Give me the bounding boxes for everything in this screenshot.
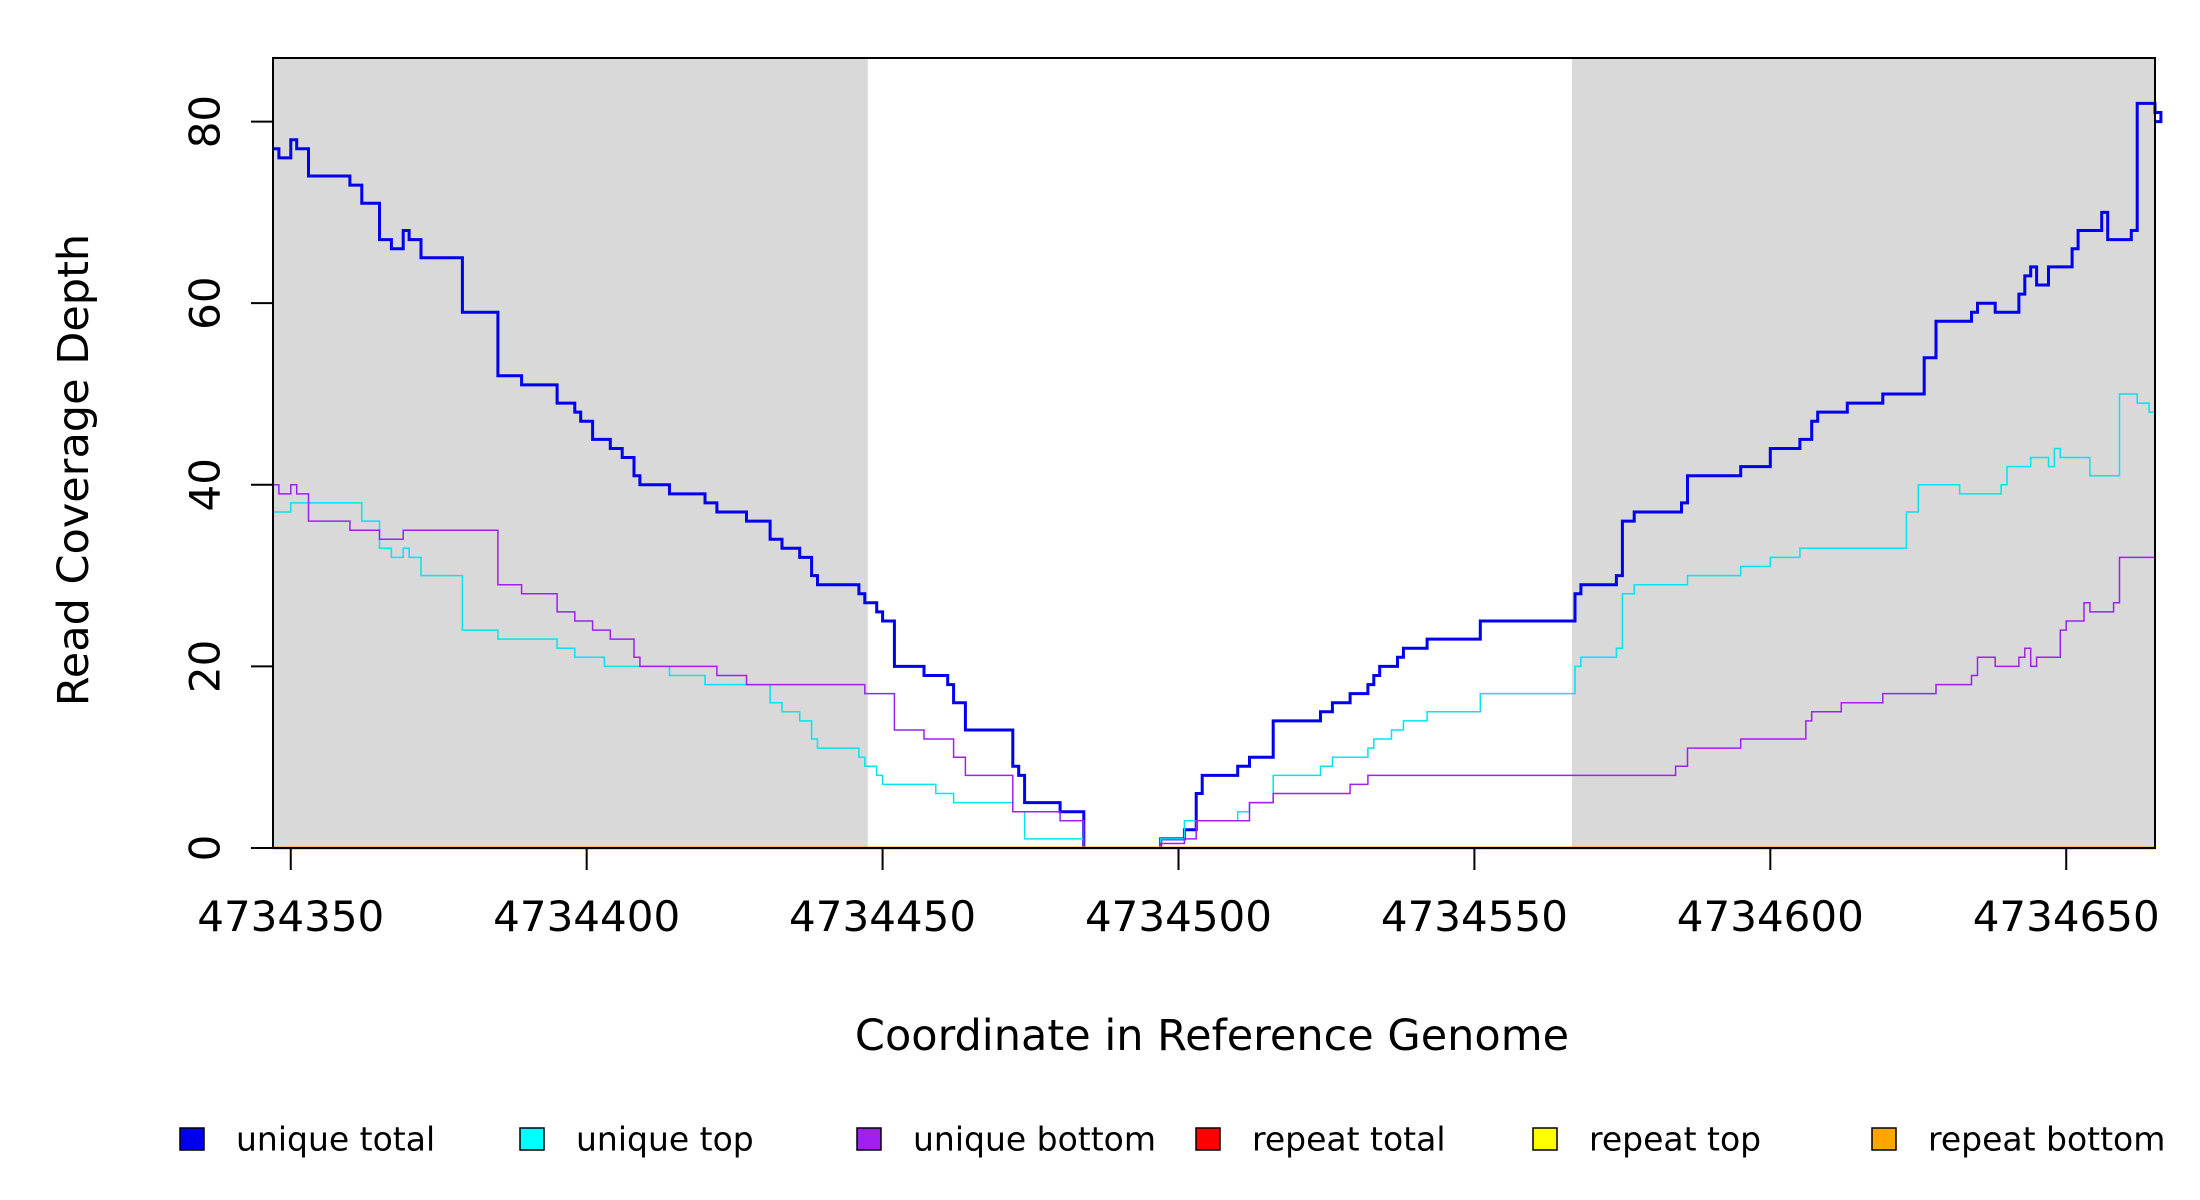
legend-swatch <box>1871 1127 1897 1151</box>
x-tick-label: 4734350 <box>197 892 384 941</box>
legend-swatch <box>1195 1127 1221 1151</box>
x-tick-label: 4734550 <box>1381 892 1568 941</box>
legend-swatch <box>856 1127 882 1151</box>
legend-label: unique bottom <box>913 1120 1156 1159</box>
series-line-unique-total <box>273 101 2163 850</box>
y-tick-label: 40 <box>181 458 230 511</box>
x-axis: 4734350 4734400 4734450 4734500 4734550 47346… <box>197 847 2160 941</box>
legend-swatch <box>1532 1127 1558 1151</box>
y-tick-label: 80 <box>181 95 230 148</box>
legend-item-unique-total: unique total <box>179 1120 435 1159</box>
x-tick-label: 4734600 <box>1677 892 1864 941</box>
legend-swatch <box>519 1127 545 1151</box>
legend-item-repeat-top: repeat top <box>1532 1120 1761 1159</box>
x-axis-title: Coordinate in Reference Genome <box>855 1011 1569 1061</box>
series-line-unique-bottom <box>273 484 2155 849</box>
x-tick-label: 4734400 <box>493 892 680 941</box>
legend-item-repeat-total: repeat total <box>1195 1120 1446 1159</box>
legend-label: unique total <box>236 1120 435 1159</box>
legend-label: unique top <box>576 1120 754 1159</box>
legend-item-unique-bottom: unique bottom <box>856 1120 1156 1159</box>
y-axis-title: Read Coverage Depth <box>49 234 99 706</box>
x-tick-label: 4734500 <box>1085 892 1272 941</box>
legend-swatch <box>179 1127 205 1151</box>
x-tick-label: 4734450 <box>789 892 976 941</box>
shaded-region-2 <box>1572 58 2155 848</box>
legend-item-repeat-bottom: repeat bottom <box>1871 1120 2165 1159</box>
legend-label: repeat bottom <box>1928 1120 2165 1159</box>
y-tick-label: 60 <box>181 276 230 329</box>
legend-item-unique-top: unique top <box>519 1120 754 1159</box>
y-axis: 0 20 40 60 80 <box>181 95 274 862</box>
legend: unique total unique top unique bottom repea… <box>179 1120 2165 1159</box>
y-tick-label: 20 <box>181 640 230 693</box>
shaded-region-1 <box>273 58 868 848</box>
legend-label: repeat top <box>1589 1120 1761 1159</box>
x-tick-label: 4734650 <box>1973 892 2160 941</box>
shaded-regions <box>273 58 2155 848</box>
legend-label: repeat total <box>1252 1120 1446 1159</box>
y-tick-label: 0 <box>181 835 230 862</box>
